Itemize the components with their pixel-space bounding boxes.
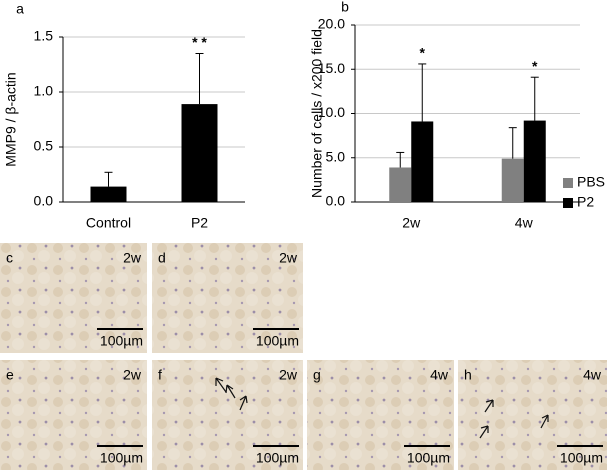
arrows: [215, 377, 549, 439]
bar: [411, 121, 434, 202]
y-tick-label: 20.0: [318, 16, 345, 32]
x-tick-label: 4w: [515, 215, 534, 231]
y-tick-label: 1.5: [34, 28, 54, 44]
time-label: 2w: [279, 250, 298, 266]
time-label: 2w: [279, 367, 298, 383]
legend-label: PBS: [577, 174, 605, 190]
micrograph: [0, 360, 147, 470]
error-bar: [530, 76, 539, 121]
time-label: 2w: [123, 367, 142, 383]
time-label: 4w: [430, 367, 449, 383]
bar: [523, 120, 546, 202]
y-tick-label: 0.0: [34, 193, 54, 209]
micrograph-panels: c 2w 100µm d 2w 100µm e 2w 100µm f 2w 100µm g 4w 100µm…: [0, 243, 607, 470]
panel-label: f: [158, 367, 162, 383]
time-label: 2w: [123, 250, 142, 266]
scale-label: 100µm: [256, 333, 299, 349]
x-tick-label: P2: [191, 215, 208, 231]
scale-label: 100µm: [100, 333, 143, 349]
y-tick-label: 15.0: [318, 60, 345, 76]
panel-label: e: [6, 367, 14, 383]
panel-label: h: [464, 367, 472, 383]
bar: [90, 186, 127, 202]
panel-label: a: [16, 1, 24, 17]
error-bar: [396, 151, 405, 168]
bar: [501, 158, 524, 202]
significance: *: [532, 58, 538, 74]
y-tick-label: 1.0: [34, 83, 54, 99]
legend-label: P2: [577, 194, 594, 210]
y-tick-label: 10.0: [318, 104, 345, 120]
error-bar: [508, 127, 517, 159]
micrograph: [152, 360, 303, 470]
micrograph: [458, 360, 607, 470]
y-axis-label: MMP9 / β-actin: [3, 72, 19, 166]
time-label: 4w: [583, 367, 602, 383]
scale-label: 100µm: [407, 450, 450, 466]
y-tick-label: 0.0: [326, 193, 346, 209]
x-tick-label: 2w: [402, 215, 421, 231]
legend-swatch: [563, 178, 573, 188]
scale-label: 100µm: [560, 450, 603, 466]
micrograph: [152, 243, 303, 353]
y-tick-label: 5.0: [326, 148, 346, 164]
panel-label: g: [313, 367, 321, 383]
micrograph: [307, 360, 454, 470]
error-bar: [418, 63, 427, 122]
error-bar: [104, 171, 113, 187]
y-tick-label: 0.5: [34, 138, 54, 154]
micrograph: [0, 243, 147, 353]
legend-swatch: [563, 198, 573, 208]
panel-label: c: [6, 250, 13, 266]
x-tick-label: Control: [86, 215, 131, 231]
significance: *: [420, 45, 426, 61]
error-bar: [195, 53, 204, 105]
y-axis-label: Number of cells / x200 field: [309, 29, 325, 198]
scale-label: 100µm: [100, 450, 143, 466]
panel-label: b: [341, 0, 349, 15]
bar: [181, 104, 218, 202]
panel-label: d: [158, 250, 166, 266]
scale-label: 100µm: [256, 450, 299, 466]
significance: * *: [192, 34, 207, 50]
bar: [389, 167, 412, 202]
